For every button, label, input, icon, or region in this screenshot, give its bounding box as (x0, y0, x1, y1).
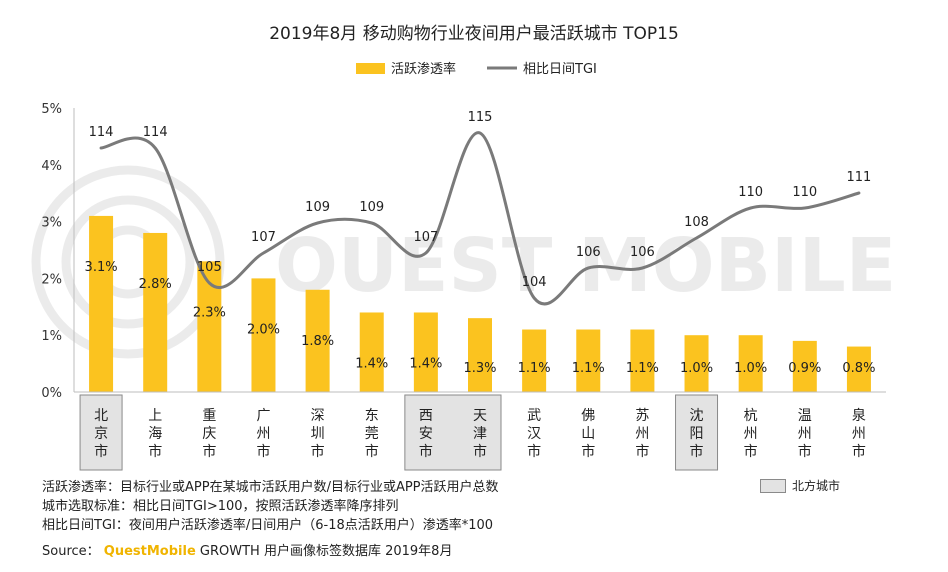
tgi-value-label: 109 (305, 200, 330, 215)
bar-value-label: 2.0% (247, 322, 280, 337)
tgi-line (99, 131, 861, 306)
legend-bar-label: 活跃渗透率 (391, 61, 456, 77)
north-city-boxes (79, 394, 719, 471)
legend-line-label: 相比日间TGI (523, 62, 597, 77)
x-tick-label: 上海市 (148, 408, 162, 460)
tgi-value-label: 104 (522, 275, 547, 290)
north-city-box (79, 394, 123, 471)
x-tick-label: 温州市 (798, 408, 812, 460)
chart-title: 2019年8月 移动购物行业夜间用户最活跃城市 TOP15 (269, 24, 679, 44)
north-city-legend-label: 北方城市 (792, 479, 841, 493)
x-tick-label: 佛山市 (581, 408, 595, 460)
x-tick-label: 苏州市 (635, 408, 649, 460)
bar-value-label: 1.3% (463, 361, 496, 376)
tgi-value-label: 107 (413, 230, 438, 245)
tgi-value-label: 106 (630, 245, 655, 260)
y-tick-label: 3% (41, 216, 62, 231)
note-tgi: 相比日间TGI：夜间用户活跃渗透率/日间用户（6-18点活跃用户）渗透率*100 (42, 518, 494, 533)
x-tick-label: 重庆市 (202, 408, 216, 460)
north-city-box (675, 394, 719, 471)
tgi-value-label: 106 (576, 245, 601, 260)
y-tick-label: 4% (41, 159, 62, 174)
watermark-text: QUEST MOBILE (275, 223, 896, 309)
bar-value-label: 0.8% (842, 361, 875, 376)
x-tick-label: 天津市 (473, 408, 487, 460)
x-tick-label: 北京市 (94, 408, 108, 460)
bars (89, 215, 871, 392)
bar-value-labels: 3.1% 2.8% 2.3% 2.0% 1.8% 1.4% 1.4% 1.3% 1.1% 1.1%… (85, 260, 876, 376)
watermark-logo-icon (31, 165, 225, 359)
bar-value-label: 1.0% (680, 361, 713, 376)
bar-value-label: 3.1% (85, 260, 118, 275)
x-tick-labels: 北京市 上海市 重庆市 广州市 深圳市 东莞市 西安市 天津市 武汉市 佛山市 苏州市 沈阳市 杭州市 温… (94, 407, 866, 460)
tgi-value-label: 107 (251, 230, 276, 245)
bar-value-label: 2.8% (139, 277, 172, 292)
y-tick-label: 1% (41, 329, 62, 344)
tgi-value-label: 105 (197, 260, 222, 275)
bar (630, 329, 655, 392)
bar-value-label: 1.1% (572, 361, 605, 376)
y-tick-labels: 5% 4% 3% 2% 1% 0% (41, 102, 62, 401)
bar (251, 278, 276, 392)
tgi-value-label: 109 (359, 200, 384, 215)
tgi-value-label: 114 (89, 125, 114, 140)
tgi-value-label: 110 (738, 185, 763, 200)
x-tick-label: 泉州市 (852, 407, 866, 460)
bar-value-label: 1.0% (734, 361, 767, 376)
x-tick-label: 东莞市 (365, 408, 379, 460)
bar-value-label: 1.1% (518, 361, 551, 376)
tgi-value-labels: 114 114 105 107 109 109 107 115 104 106 106 108 110 1… (89, 110, 872, 290)
tgi-value-label: 110 (792, 185, 817, 200)
x-tick-label: 武汉市 (527, 408, 541, 460)
bar-value-label: 1.4% (355, 356, 388, 371)
bar-value-label: 1.4% (409, 356, 442, 371)
x-tick-label: 沈阳市 (690, 408, 704, 460)
bar (792, 340, 817, 392)
tgi-value-label: 114 (143, 125, 168, 140)
bar (143, 232, 168, 392)
note-selection: 城市选取标准：相比日间TGI>100，按照活跃渗透率降序排列 (42, 499, 399, 514)
bar (359, 312, 384, 392)
note-penetration: 活跃渗透率：目标行业或APP在某城市活跃用户数/目标行业或APP活跃用户总数 (42, 480, 499, 495)
source-text: GROWTH 用户画像标签数据库 2019年8月 (199, 544, 453, 559)
bar (89, 215, 114, 392)
source-line: Source： QuestMobile GROWTH 用户画像标签数据库 201… (42, 540, 452, 559)
legend-bar-swatch (356, 63, 385, 74)
bar-value-label: 2.3% (193, 305, 226, 320)
bar (468, 318, 492, 392)
x-tick-label: 广州市 (256, 408, 270, 460)
bar (684, 335, 709, 392)
source-label: Source： (42, 544, 100, 559)
bar-value-label: 1.8% (301, 334, 334, 349)
bar (305, 289, 330, 392)
watermark: QUEST MOBILE (31, 165, 896, 359)
bar (413, 312, 438, 392)
legend: 活跃渗透率 相比日间TGI (356, 61, 597, 77)
x-tick-label: 杭州市 (744, 408, 758, 460)
source-brand: QuestMobile (103, 544, 196, 559)
bar-value-label: 1.1% (626, 361, 659, 376)
x-tick-label: 深圳市 (311, 408, 325, 460)
north-city-box (404, 394, 502, 471)
north-city-legend: 北方城市 (760, 477, 840, 494)
tgi-value-label: 115 (468, 110, 493, 125)
bar (576, 329, 601, 392)
tgi-value-label: 108 (684, 215, 709, 230)
bar (846, 346, 871, 392)
notes: 活跃渗透率：目标行业或APP在某城市活跃用户数/目标行业或APP活跃用户总数 城… (42, 478, 499, 535)
bar (738, 335, 763, 392)
tgi-value-label: 111 (847, 170, 872, 185)
y-tick-label: 5% (41, 102, 62, 117)
y-tick-label: 0% (41, 386, 62, 401)
x-tick-label: 西安市 (419, 408, 433, 460)
bar (522, 329, 547, 392)
north-city-legend-swatch (760, 478, 786, 493)
y-tick-label: 2% (41, 272, 62, 287)
bar-value-label: 0.9% (788, 361, 821, 376)
